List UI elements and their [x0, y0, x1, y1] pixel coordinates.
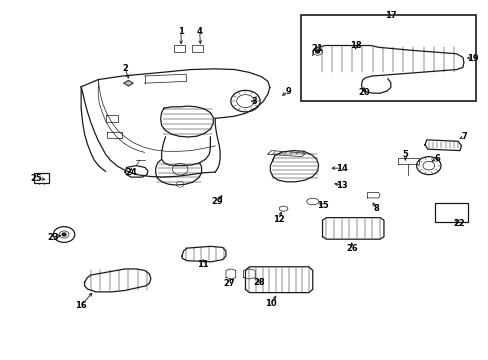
- Text: 13: 13: [336, 181, 347, 190]
- Text: 6: 6: [433, 154, 439, 163]
- Text: 9: 9: [285, 86, 291, 95]
- Text: 21: 21: [311, 44, 323, 53]
- Text: 22: 22: [452, 219, 464, 228]
- Text: 1: 1: [178, 27, 183, 36]
- Text: 19: 19: [466, 54, 478, 63]
- Text: 26: 26: [345, 244, 357, 253]
- Text: 5: 5: [402, 150, 407, 159]
- Circle shape: [62, 233, 66, 236]
- Text: 11: 11: [197, 260, 208, 269]
- Text: 17: 17: [384, 11, 396, 20]
- Text: 10: 10: [265, 299, 277, 308]
- Text: 12: 12: [272, 215, 284, 224]
- Circle shape: [315, 50, 319, 53]
- Text: 4: 4: [196, 27, 202, 36]
- Bar: [434, 203, 467, 222]
- Polygon shape: [123, 80, 133, 86]
- Text: 2: 2: [122, 64, 128, 73]
- Text: 8: 8: [372, 204, 378, 213]
- Text: 18: 18: [349, 41, 361, 50]
- Text: 14: 14: [335, 164, 347, 173]
- Text: 7: 7: [460, 132, 466, 141]
- Text: 23: 23: [47, 233, 59, 242]
- Text: 25: 25: [30, 174, 42, 183]
- Text: 15: 15: [316, 201, 328, 210]
- Text: 28: 28: [253, 278, 264, 287]
- Text: 24: 24: [125, 168, 137, 177]
- Text: 27: 27: [223, 279, 234, 288]
- Bar: [300, 15, 475, 101]
- Text: 16: 16: [75, 301, 87, 310]
- Text: 20: 20: [357, 87, 369, 96]
- Text: 29: 29: [211, 197, 223, 206]
- Text: 3: 3: [251, 96, 257, 105]
